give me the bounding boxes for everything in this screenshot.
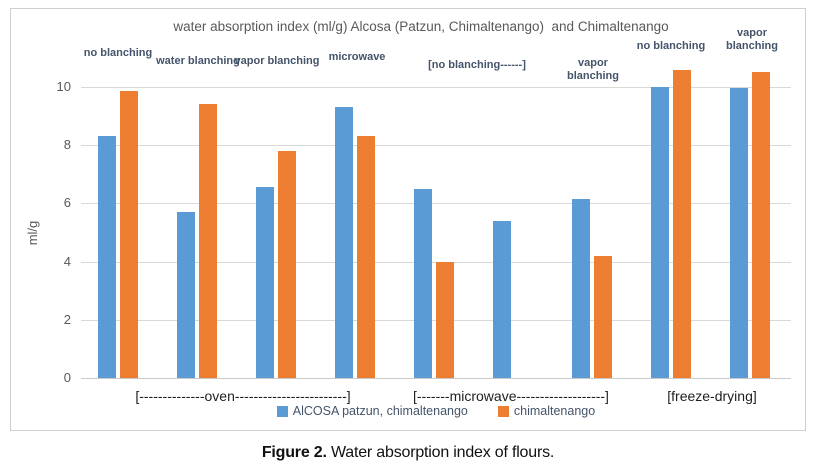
bar-alcosa [335,107,353,378]
category-annotation: microwave [328,51,386,63]
figure-caption: Figure 2. Water absorption index of flou… [0,444,816,462]
bar-chimaltenango [278,151,296,378]
figure-caption-label: Figure 2. [261,444,327,461]
legend-series-name: chimaltenango [513,404,596,418]
category-annotation: vapor blanching [726,27,778,52]
bar-alcosa [572,199,590,378]
bar-chimaltenango [357,136,375,378]
category-annotation: no blanching [636,40,706,52]
bar-chimaltenango [752,72,770,378]
bar-chimaltenango [199,104,217,378]
category-annotation: vapor blanching [234,55,320,67]
legend-swatch-icon [497,405,509,417]
bar-alcosa [98,136,116,378]
bar-alcosa [414,188,432,378]
y-tick-label: 10 [56,79,71,94]
category-annotation: vapor blanching [567,57,619,82]
gridline [81,203,791,205]
gridline [81,145,791,147]
x-group-label: [--------------oven---------------------… [135,388,351,404]
bar-alcosa [730,88,748,378]
legend-item: AlCOSA patzun, chimaltenango [276,404,468,418]
y-tick-label: 8 [63,137,71,153]
chart-card: water absorption index (ml/g) Alcosa (Pa… [10,8,806,431]
y-tick-label: 0 [63,370,71,385]
chart-title: water absorption index (ml/g) Alcosa (Pa… [173,19,669,34]
figure-caption-text: Water absorption index of flours. [330,444,555,461]
gridline [81,378,791,379]
category-annotation: [no blanching------] [428,59,526,71]
legend-series-name: AlCOSA patzun, chimaltenango [292,404,468,418]
bar-chimaltenango [120,91,138,378]
bar-alcosa [493,220,511,378]
bar-alcosa [177,212,195,378]
y-axis-label: ml/g [24,220,40,246]
legend-item: chimaltenango [497,404,596,418]
legend-swatch-icon [276,405,288,417]
y-tick-label: 2 [63,311,71,327]
bar-chimaltenango [673,69,691,378]
bar-alcosa [651,87,669,378]
category-annotation: water blanching [156,55,240,67]
chart-legend: AlCOSA patzun, chimaltenango chimaltenang… [81,404,791,418]
gridline [81,87,791,88]
y-tick-label: 6 [63,195,71,211]
bar-chimaltenango [594,255,612,378]
x-group-label: [-------microwave-------------------] [413,388,609,404]
x-group-label: [freeze-drying] [667,388,757,404]
category-annotation: no blanching [83,47,153,59]
y-tick-label: 4 [63,253,71,269]
bar-alcosa [256,187,274,378]
bar-chimaltenango [436,261,454,378]
